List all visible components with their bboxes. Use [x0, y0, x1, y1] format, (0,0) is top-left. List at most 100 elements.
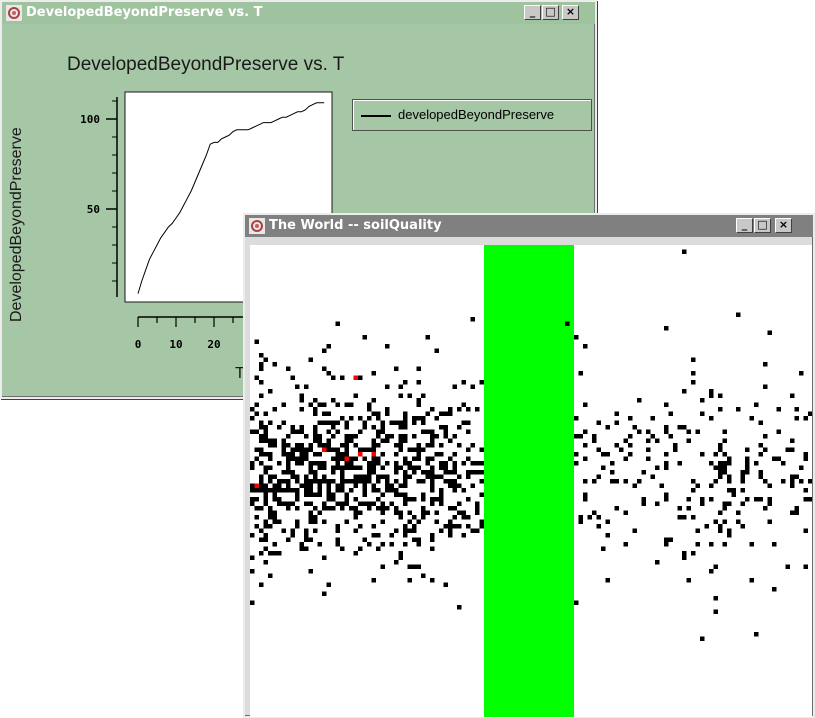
developed-cell — [425, 510, 430, 515]
developed-cell — [263, 519, 268, 524]
plot-window-title: DevelopedBeyondPreserve vs. T — [26, 5, 263, 20]
developed-cell — [272, 443, 277, 448]
developed-cell — [430, 483, 435, 488]
developed-cell — [254, 411, 259, 416]
developed-cell — [416, 542, 421, 547]
developed-cell — [452, 452, 457, 457]
red-cell — [353, 375, 358, 380]
developed-cell — [439, 492, 444, 497]
developed-cell — [380, 501, 385, 506]
developed-cell — [259, 393, 264, 398]
developed-cell — [682, 249, 687, 254]
developed-cell — [322, 465, 327, 470]
developed-cell — [430, 407, 435, 412]
developed-cell — [700, 398, 705, 403]
developed-cell — [371, 461, 376, 466]
developed-cell — [376, 546, 381, 551]
developed-cell — [650, 434, 655, 439]
developed-cell — [353, 497, 358, 502]
developed-cell — [448, 479, 453, 484]
developed-cell — [421, 492, 426, 497]
developed-cell — [353, 528, 358, 533]
developed-cell — [664, 326, 669, 331]
developed-cell — [259, 479, 264, 484]
developed-cell — [421, 479, 426, 484]
developed-cell — [308, 470, 313, 475]
developed-cell — [614, 443, 619, 448]
developed-cell — [250, 569, 255, 574]
y-tick-label: 50 — [87, 203, 100, 216]
developed-cell — [659, 483, 664, 488]
developed-cell — [403, 416, 408, 421]
developed-cell — [767, 501, 772, 506]
minimize-button[interactable]: _ — [524, 5, 541, 20]
developed-cell — [452, 483, 457, 488]
plot-window-titlebar[interactable]: DevelopedBeyondPreserve vs. T _ □ × — [2, 2, 595, 24]
developed-cell — [803, 456, 808, 461]
developed-cell — [668, 537, 673, 542]
developed-cell — [398, 510, 403, 515]
developed-cell — [331, 434, 336, 439]
x-tick-label: 0 — [135, 338, 142, 351]
world-window-titlebar[interactable]: The World -- soilQuality _ □ × — [245, 215, 813, 237]
developed-cell — [479, 519, 484, 524]
developed-cell — [736, 312, 741, 317]
developed-cell — [259, 582, 264, 587]
red-cell — [371, 452, 376, 457]
developed-cell — [421, 447, 426, 452]
developed-cell — [362, 456, 367, 461]
developed-cell — [470, 483, 475, 488]
developed-cell — [340, 506, 345, 511]
developed-cell — [664, 461, 669, 466]
close-button[interactable]: × — [775, 218, 792, 233]
developed-cell — [623, 542, 628, 547]
developed-cell — [353, 456, 358, 461]
developed-cell — [290, 456, 295, 461]
developed-cell — [407, 528, 412, 533]
developed-cell — [677, 515, 682, 520]
developed-cell — [403, 479, 408, 484]
developed-cell — [758, 443, 763, 448]
developed-cell — [416, 416, 421, 421]
developed-cell — [322, 411, 327, 416]
developed-cell — [664, 537, 669, 542]
developed-cell — [475, 461, 480, 466]
developed-cell — [295, 474, 300, 479]
developed-cell — [434, 416, 439, 421]
developed-cell — [412, 447, 417, 452]
developed-cell — [664, 425, 669, 430]
developed-cell — [574, 600, 579, 605]
developed-cell — [403, 456, 408, 461]
world-grid[interactable] — [250, 245, 812, 717]
developed-cell — [394, 506, 399, 511]
developed-cell — [290, 425, 295, 430]
developed-cell — [335, 542, 340, 547]
maximize-button[interactable]: □ — [542, 5, 559, 20]
developed-cell — [434, 452, 439, 457]
developed-cell — [461, 510, 466, 515]
developed-cell — [259, 425, 264, 430]
developed-cell — [754, 497, 759, 502]
developed-cell — [308, 483, 313, 488]
developed-cell — [767, 483, 772, 488]
close-button[interactable]: × — [562, 5, 579, 20]
developed-cell — [776, 429, 781, 434]
developed-cell — [272, 438, 277, 443]
developed-cell — [605, 533, 610, 538]
developed-cell — [304, 447, 309, 452]
developed-cell — [686, 506, 691, 511]
developed-cell — [376, 474, 381, 479]
developed-cell — [281, 402, 286, 407]
developed-cell — [362, 447, 367, 452]
developed-cell — [295, 519, 300, 524]
developed-cell — [668, 411, 673, 416]
maximize-button[interactable]: □ — [754, 218, 771, 233]
developed-cell — [637, 479, 642, 484]
developed-cell — [439, 452, 444, 457]
developed-cell — [799, 479, 804, 484]
minimize-button[interactable]: _ — [736, 218, 753, 233]
developed-cell — [299, 425, 304, 430]
developed-cell — [322, 479, 327, 484]
developed-cell — [286, 479, 291, 484]
developed-cell — [317, 438, 322, 443]
